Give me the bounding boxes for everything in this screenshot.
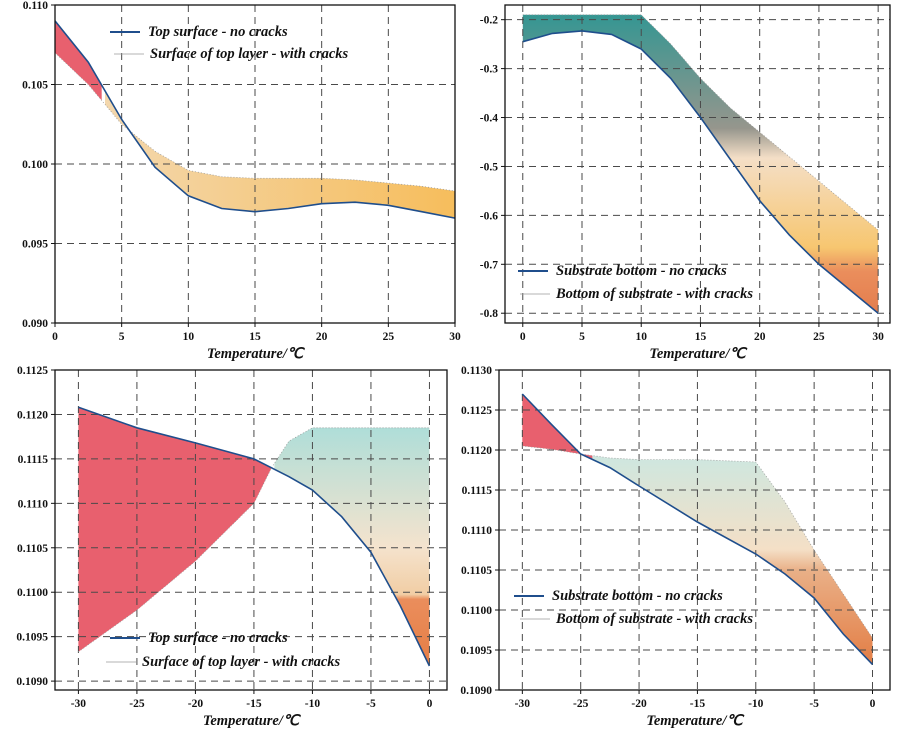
- series-line-no-cracks: [54, 20, 456, 219]
- x-tick-label: 30: [449, 331, 461, 343]
- x-tick-label: 0: [427, 698, 433, 710]
- x-tick-label: 20: [316, 331, 328, 343]
- y-tick-label: 0.1130: [461, 365, 492, 377]
- y-tick-label: 0.1095: [16, 632, 48, 644]
- x-tick-label: 25: [813, 331, 825, 343]
- y-tick-label: 0.110: [23, 0, 48, 12]
- fill-region-warm-difference: [592, 455, 873, 665]
- y-tick-label: 0.1095: [460, 645, 492, 657]
- x-tick-label: 10: [635, 331, 647, 343]
- legend-label-with-cracks: Bottom of substrate - with cracks: [555, 611, 753, 627]
- x-tick-label: -10: [748, 698, 764, 710]
- chart-panel-bottom-left: -30 -25 -20 -15 -10 -5 0 0.1090 0.1095 0.1100 0.11…: [16, 365, 448, 729]
- legend-label-with-cracks: Surface of top layer - with cracks: [150, 46, 349, 62]
- y-tick-label: 0.100: [22, 159, 48, 171]
- x-axis-label: Temperature/℃: [203, 713, 302, 729]
- x-axis-label: Temperature/℃: [207, 346, 306, 362]
- y-tick-label: -0.4: [480, 113, 498, 125]
- y-tick-label: 0.1100: [17, 587, 48, 599]
- x-tick-label: 0: [52, 331, 58, 343]
- y-tick-label: 0.090: [22, 318, 48, 330]
- x-tick-label: -15: [690, 698, 706, 710]
- series-line-no-cracks: [522, 30, 879, 314]
- y-tick-label: 0.1120: [17, 409, 48, 421]
- y-tick-label: 0.1125: [17, 365, 48, 377]
- y-tick-label: 0.1105: [461, 565, 492, 577]
- y-tick-label: 0.1115: [462, 485, 493, 497]
- y-tick-label: 0.1125: [461, 405, 492, 417]
- fill-region-warm-difference: [274, 427, 430, 666]
- x-tick-label: -10: [305, 698, 321, 710]
- y-tick-label: 0.1115: [18, 454, 49, 466]
- x-tick-label: -20: [188, 698, 204, 710]
- x-tick-label: 20: [754, 331, 766, 343]
- x-tick-label: 30: [872, 331, 884, 343]
- plot-frame: [504, 4, 891, 324]
- y-tick-label: 0.1120: [461, 445, 492, 457]
- y-tick-label: -0.8: [480, 308, 498, 320]
- x-axis-label: Temperature/℃: [649, 346, 748, 362]
- y-tick-label: -0.5: [480, 161, 498, 173]
- fill-region-cold-difference: [78, 407, 272, 652]
- plot-frame: [54, 369, 448, 691]
- x-tick-label: -5: [809, 698, 819, 710]
- legend-label-no-cracks: Top surface - no cracks: [148, 24, 288, 40]
- chart-panel-top-left: 0 5 10 15 20 25 30 0.090 0.095 0.100 0.105 0.110 Tem…: [22, 0, 461, 362]
- x-tick-label: 0: [520, 331, 526, 343]
- series-line-no-cracks: [78, 406, 431, 667]
- x-tick-label: -20: [631, 698, 647, 710]
- x-tick-label: 0: [870, 698, 876, 710]
- y-tick-label: -0.2: [480, 15, 498, 27]
- x-tick-label: -25: [129, 698, 145, 710]
- x-tick-label: 15: [695, 331, 707, 343]
- y-tick-label: 0.1105: [17, 543, 48, 555]
- chart-panel-top-right: 0 5 10 15 20 25 30 -0.2 -0.3 -0.4 -0.5 -0.6 -0.7 -0.8…: [480, 4, 891, 362]
- x-tick-label: 5: [579, 331, 585, 343]
- y-tick-label: -0.7: [480, 259, 498, 271]
- legend-label-no-cracks: Top surface - no cracks: [148, 630, 288, 646]
- x-tick-label: 25: [383, 331, 395, 343]
- x-tick-label: -30: [71, 698, 87, 710]
- y-tick-label: 0.1110: [18, 498, 49, 510]
- y-tick-label: 0.1090: [460, 685, 492, 697]
- x-tick-label: -15: [246, 698, 262, 710]
- fill-region-heating-difference: [105, 90, 455, 219]
- y-tick-label: 0.095: [22, 239, 48, 251]
- x-tick-label: 15: [249, 331, 261, 343]
- y-tick-label: 0.1100: [461, 605, 492, 617]
- x-tick-label: 10: [183, 331, 195, 343]
- series-line-with-cracks: [54, 52, 456, 192]
- x-tick-label: 5: [119, 331, 125, 343]
- legend-label-with-cracks: Surface of top layer - with cracks: [142, 654, 341, 670]
- x-tick-label: -5: [366, 698, 376, 710]
- fill-region-cold-difference: [522, 394, 593, 460]
- y-tick-label: -0.3: [480, 64, 498, 76]
- fill-region-cooling-difference: [55, 20, 102, 101]
- x-tick-label: -30: [515, 698, 531, 710]
- x-axis-label: Temperature/℃: [646, 713, 745, 729]
- y-tick-label: -0.6: [480, 210, 498, 222]
- y-tick-label: 0.1110: [462, 525, 493, 537]
- chart-panel-bottom-right: -30 -25 -20 -15 -10 -5 0 0.1090 0.1095 0.1100 0.11…: [460, 365, 891, 729]
- legend-label-with-cracks: Bottom of substrate - with cracks: [555, 286, 753, 302]
- y-tick-label: 0.105: [22, 80, 48, 92]
- series-line-no-cracks: [521, 393, 874, 665]
- series-line-with-cracks: [522, 445, 873, 639]
- y-tick-label: 0.1090: [16, 676, 48, 688]
- legend-label-no-cracks: Substrate bottom - no cracks: [552, 588, 723, 604]
- x-tick-label: -25: [573, 698, 589, 710]
- legend-label-no-cracks: Substrate bottom - no cracks: [556, 263, 727, 279]
